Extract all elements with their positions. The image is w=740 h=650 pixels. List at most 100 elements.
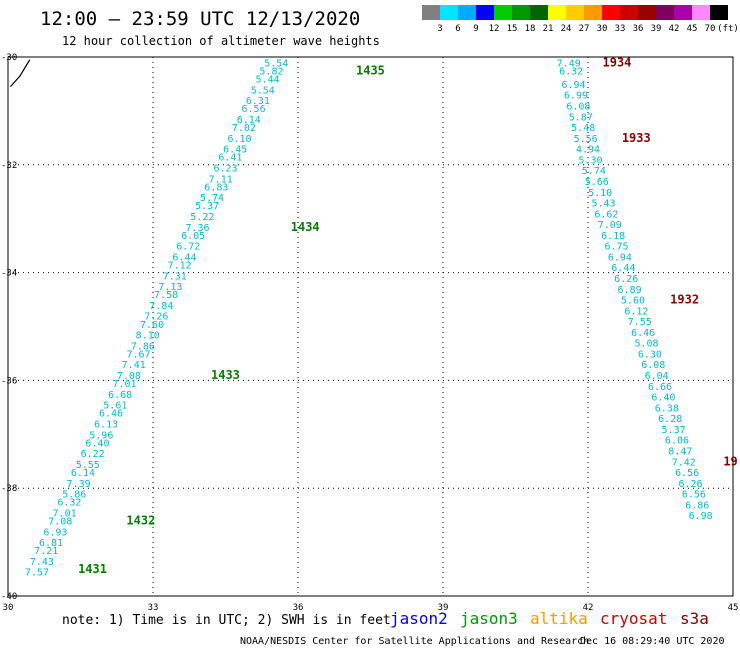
wave-height-label: 6.45 <box>223 145 247 156</box>
colorbar-label: 21 <box>543 24 554 34</box>
colorbar-swatch <box>584 5 602 20</box>
wave-height-label: 6.30 <box>638 349 662 360</box>
pass-time-label: 1432 <box>126 514 155 528</box>
wave-height-label: 6.26 <box>678 479 702 490</box>
wave-height-label: 7.60 <box>140 320 164 331</box>
colorbar-swatch <box>512 5 530 20</box>
wave-height-label: 6.23 <box>213 163 237 174</box>
wave-height-label: 6.66 <box>648 382 672 393</box>
colorbar-swatch <box>620 5 638 20</box>
wave-height-label: 6.62 <box>594 209 618 220</box>
pass-time-label: 1435 <box>356 63 385 77</box>
wave-height-label: 5.74 <box>582 166 606 177</box>
wave-height-label: 6.28 <box>658 414 682 425</box>
wave-height-label: 7.26 <box>144 312 168 323</box>
wave-height-label: 7.11 <box>209 174 233 185</box>
colorbar-label: 70 <box>705 24 716 34</box>
y-tick-label: -32 <box>1 161 17 171</box>
colorbar-swatch <box>548 5 566 20</box>
wave-height-label: 7.55 <box>628 317 652 328</box>
wave-height-label: 6.46 <box>631 328 655 339</box>
wave-height-label: 6.26 <box>614 274 638 285</box>
wave-height-label: 6.38 <box>655 403 679 414</box>
wave-height-label: 5.37 <box>662 425 686 436</box>
wave-height-label: 6.93 <box>43 527 67 538</box>
y-tick-label: -30 <box>1 53 17 63</box>
satellite-legend-item: s3a <box>680 609 709 628</box>
wave-height-label: 5.74 <box>200 193 224 204</box>
wave-height-label: 5.08 <box>634 339 658 350</box>
wave-height-label: 7.67 <box>126 349 150 360</box>
wave-height-label: 7.42 <box>672 457 696 468</box>
wave-height-label: 6.04 <box>645 371 669 382</box>
satellite-legend: jason2 jason3 altika cryosat s3a <box>390 609 709 628</box>
wave-height-label: 5.22 <box>190 212 214 223</box>
wave-height-label: 5.60 <box>621 296 645 307</box>
wave-height-label: 7.58 <box>154 290 178 301</box>
satellite-legend-item: altika <box>530 609 588 628</box>
wave-height-label: 7.01 <box>112 379 136 390</box>
y-tick-label: -40 <box>1 592 17 602</box>
wave-height-label: 7.21 <box>34 546 58 557</box>
wave-height-label: 7.02 <box>232 123 256 134</box>
wave-height-label: 6.81 <box>39 538 63 549</box>
x-tick-label: 39 <box>438 603 449 613</box>
wave-height-label: 5.54 <box>251 85 275 96</box>
wave-height-label: 5.82 <box>259 66 283 77</box>
colorbar-label: (ft) <box>717 24 739 34</box>
wave-height-label: 7.39 <box>67 479 91 490</box>
wave-height-label: 6.56 <box>675 468 699 479</box>
colorbar-label: 39 <box>651 24 662 34</box>
wave-height-label: 6.94 <box>608 252 632 263</box>
colorbar-label: 15 <box>507 24 518 34</box>
wave-height-label: 7.08 <box>48 517 72 528</box>
wave-height-label: 5.48 <box>571 123 595 134</box>
y-tick-label: -34 <box>1 269 17 279</box>
colorbar-swatch <box>422 5 440 20</box>
wave-height-label: 5.43 <box>591 199 615 210</box>
pass-time-label: 19 <box>723 454 737 468</box>
wave-height-label: 6.89 <box>618 285 642 296</box>
colorbar-label: 9 <box>473 24 478 34</box>
x-tick-label: 45 <box>728 603 739 613</box>
wave-height-label: 6.32 <box>559 66 583 77</box>
wave-height-label: 6.40 <box>85 438 109 449</box>
wave-height-label: 6.83 <box>204 182 228 193</box>
colorbar-swatch <box>602 5 620 20</box>
wave-height-label: 7.86 <box>131 341 155 352</box>
wave-height-label: 5.54 <box>264 58 288 69</box>
wave-height-label: 8.47 <box>668 446 692 457</box>
units-note: note: 1) Time is in UTC; 2) SWH is in fe… <box>62 613 391 628</box>
grid-lines <box>8 57 733 596</box>
wave-height-label: 6.99 <box>564 91 588 102</box>
wave-height-label: 7.13 <box>158 282 182 293</box>
colorbar-swatch <box>710 5 728 20</box>
wave-height-label: 5.55 <box>76 460 100 471</box>
wave-height-label: 7.09 <box>598 220 622 231</box>
wave-height-label: 5.37 <box>195 201 219 212</box>
wave-height-label: 8.10 <box>136 331 160 342</box>
wave-height-label: 5.86 <box>62 490 86 501</box>
pass-time-label: 1433 <box>211 368 240 382</box>
coastline-path <box>9 59 31 88</box>
wave-height-label: 5.10 <box>588 188 612 199</box>
wave-height-label: 6.31 <box>246 96 270 107</box>
wave-height-label: 7.01 <box>53 508 77 519</box>
wave-height-label: 6.56 <box>242 104 266 115</box>
wave-height-label: 6.46 <box>99 409 123 420</box>
wave-height-label: 5.56 <box>574 134 598 145</box>
wave-height-label: 6.68 <box>108 390 132 401</box>
wave-height-label: 4.94 <box>576 145 600 156</box>
x-tick-label: 42 <box>583 603 594 613</box>
wave-height-label: 7.36 <box>185 223 209 234</box>
colorbar-swatch <box>458 5 476 20</box>
colorbar-swatch <box>638 5 656 20</box>
y-tick-label: -38 <box>1 484 17 494</box>
axis-ticks: 30 33 36 39 42 45 -30 -32 -34 -36 -38 -40 <box>1 53 738 613</box>
wave-height-label: 7.43 <box>30 557 54 568</box>
colorbar-swatch <box>530 5 548 20</box>
wave-height-label: 7.12 <box>168 261 192 272</box>
wave-height-label: 6.40 <box>651 393 675 404</box>
wave-height-label: 7.84 <box>149 301 173 312</box>
